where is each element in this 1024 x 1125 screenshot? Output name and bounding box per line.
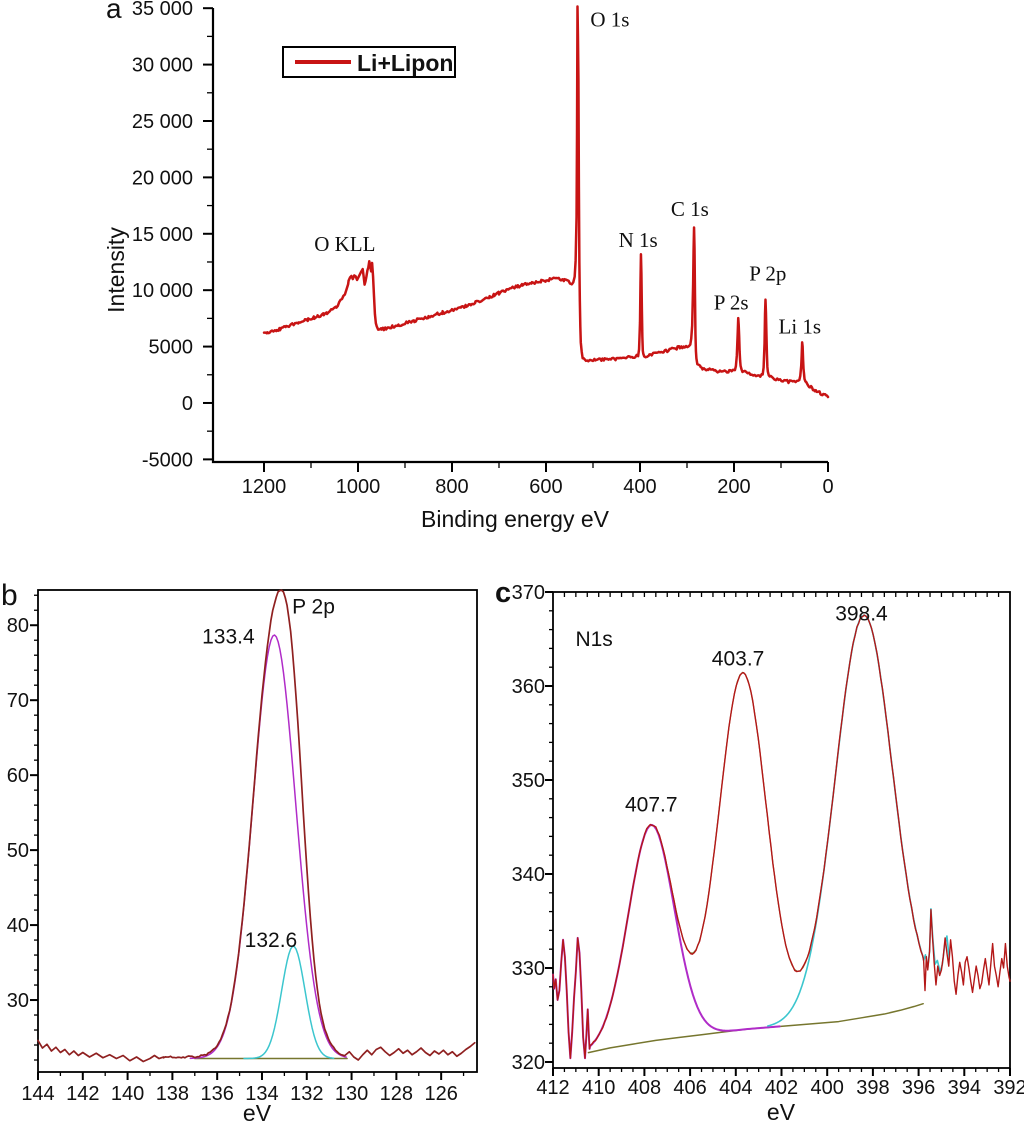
y-tick-label: 350 (512, 770, 545, 792)
x-tick-label: 144 (21, 1083, 54, 1105)
x-tick-label: 200 (717, 476, 750, 498)
x-tick-label: 406 (673, 1077, 706, 1099)
x-tick-label: 600 (529, 476, 562, 498)
annotation-133.4: 133.4 (202, 625, 255, 648)
x-tick-label: 404 (719, 1077, 752, 1099)
y-tick-label: 0 (182, 393, 193, 415)
series-li+lipon-survey (262, 5, 830, 399)
x-tick-label: 392 (993, 1077, 1024, 1099)
y-tick-label: 40 (7, 915, 29, 937)
y-tick-label: 330 (512, 958, 545, 980)
legend-label: Li+Lipon (357, 50, 453, 76)
plot-frame (37, 589, 478, 1073)
annotation-p-2p: P 2p (292, 595, 335, 618)
x-tick-label: 140 (111, 1083, 144, 1105)
plot-frame (552, 591, 1011, 1069)
annotation-403.7: 403.7 (712, 648, 765, 671)
x-tick-label: 412 (536, 1077, 569, 1099)
y-tick-label: 80 (7, 615, 29, 637)
x-axis-title: Binding energy eV (421, 506, 610, 532)
plot-axes (211, 8, 828, 464)
y-tick-label: -5000 (142, 449, 193, 471)
annotation-o-1s: O 1s (590, 7, 629, 31)
panel-a: 1200 1000 800 600 400 200 0 35 000 30 000 25 000 2… (103, 0, 834, 532)
annotation-c-1s: C 1s (671, 197, 709, 221)
annotation-n-1s: N 1s (619, 228, 658, 252)
annotation-132.6: 132.6 (245, 929, 298, 952)
x-tick-label: 402 (765, 1077, 798, 1099)
series-component-132.6 (243, 945, 335, 1060)
x-tick-label: 128 (380, 1083, 413, 1105)
annotation-p-2p: P 2p (749, 261, 786, 285)
x-tick-label: 394 (948, 1077, 981, 1099)
panel-letter-c: c (495, 577, 511, 609)
x-axis-title: eV (767, 1099, 796, 1125)
series-n-1s-data (552, 614, 1011, 1059)
annotation-407.7: 407.7 (625, 793, 678, 816)
y-tick-label: 10 000 (132, 280, 193, 302)
y-tick-label: 320 (512, 1052, 545, 1074)
x-tick-label: 0 (822, 476, 833, 498)
y-axis-title: Intensity (103, 227, 129, 313)
x-tick-label: 398 (856, 1077, 889, 1099)
y-tick-label: 30 (7, 990, 29, 1012)
x-tick-label: 126 (424, 1083, 457, 1105)
y-tick-label: 340 (512, 864, 545, 886)
x-tick-label: 800 (435, 476, 468, 498)
panel-letter-b: b (1, 579, 18, 612)
x-tick-label: 400 (623, 476, 656, 498)
x-tick-label: 410 (582, 1077, 615, 1099)
y-tick-label: 20 000 (132, 167, 193, 189)
legend: Li+Lipon (282, 46, 456, 78)
x-tick-label: 142 (66, 1083, 99, 1105)
x-tick-label: 136 (200, 1083, 233, 1105)
x-tick-label: 138 (156, 1083, 189, 1105)
panel-c: 412 410 408 406 404 402 400 398 396 394 392 370 360 3… (495, 577, 1024, 1125)
y-tick-label: 35 000 (132, 0, 193, 20)
series-p-2p-data (37, 589, 476, 1063)
y-tick-label: 30 000 (132, 55, 193, 77)
y-tick-label: 70 (7, 690, 29, 712)
x-tick-label: 408 (628, 1077, 661, 1099)
x-tick-label: 400 (811, 1077, 844, 1099)
annotation-n1s: N1s (575, 628, 612, 651)
y-tick-label: 5000 (149, 337, 194, 359)
series-component-133.4 (189, 634, 347, 1060)
panel-letter-a: a (106, 0, 122, 24)
x-tick-label: 130 (335, 1083, 368, 1105)
x-axis-title: eV (243, 1100, 272, 1125)
y-tick-label: 360 (512, 676, 545, 698)
y-tick-label: 50 (7, 840, 29, 862)
x-tick-label: 1200 (242, 476, 287, 498)
series-overall-fit (588, 614, 922, 1048)
x-tick-label: 1000 (336, 476, 381, 498)
panel-b: 144 142 140 138 136 134 132 130 128 126 80 70 60 50 40… (1, 579, 478, 1125)
y-tick-label: 370 (512, 582, 545, 604)
x-tick-label: 396 (902, 1077, 935, 1099)
annotation-li-1s: Li 1s (779, 314, 822, 338)
y-tick-label: 25 000 (132, 111, 193, 133)
annotation-o-kll: O KLL (314, 232, 375, 256)
series-component-398.4 (766, 614, 951, 1027)
annotation-p-2s: P 2s (714, 291, 749, 315)
x-tick-label: 134 (245, 1083, 278, 1105)
y-tick-label: 60 (7, 765, 29, 787)
x-tick-label: 132 (290, 1083, 323, 1105)
y-tick-label: 15 000 (132, 224, 193, 246)
annotation-398.4: 398.4 (835, 603, 888, 626)
